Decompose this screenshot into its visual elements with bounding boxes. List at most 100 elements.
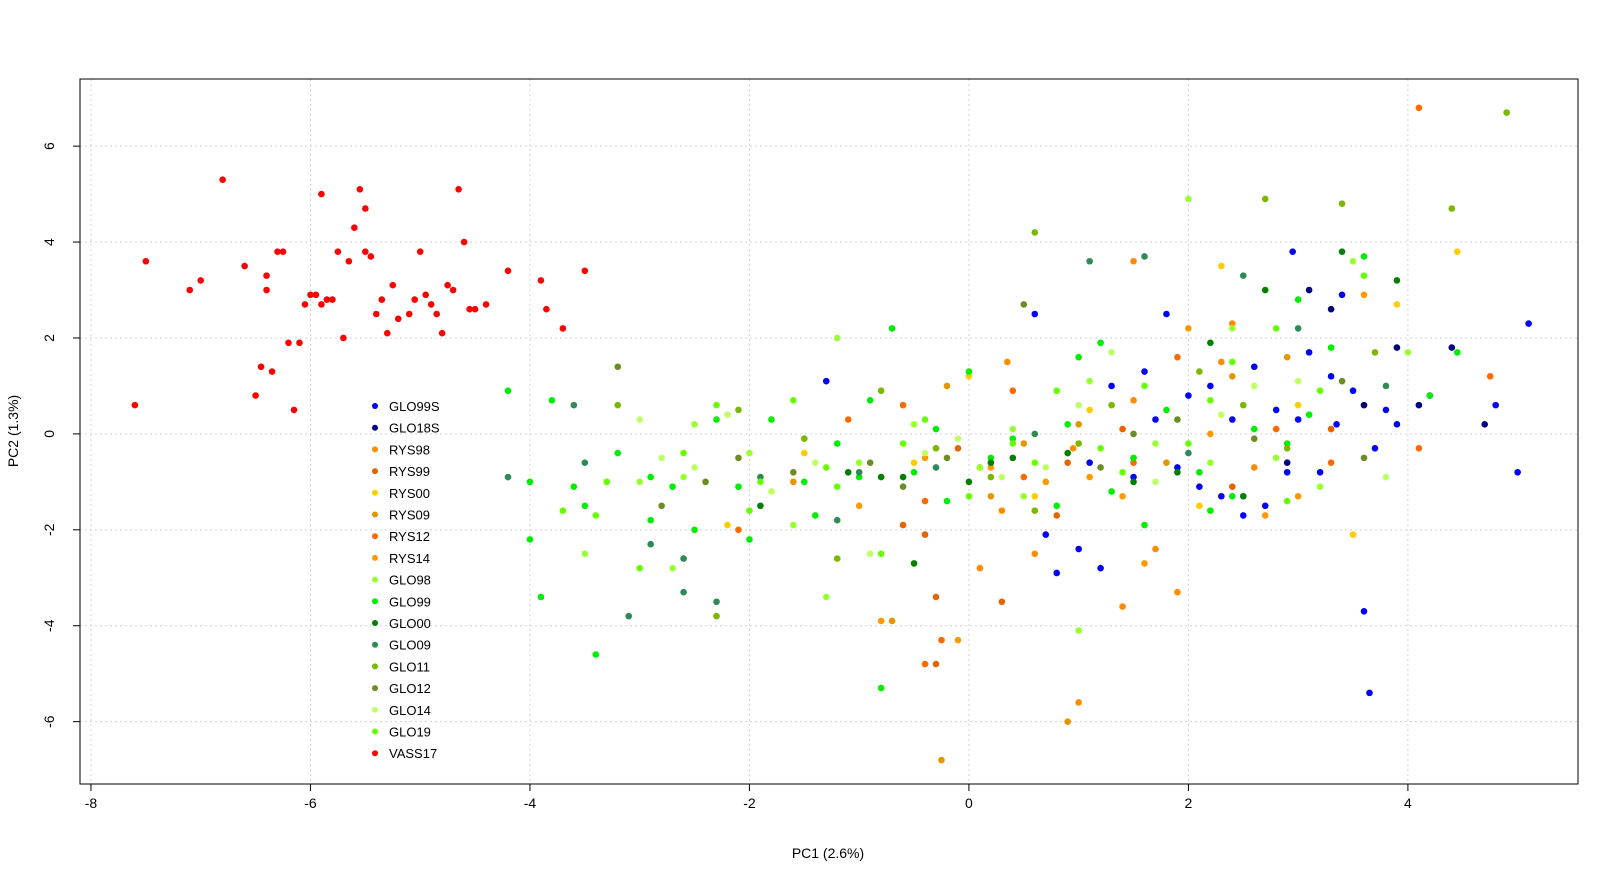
point-GLO99-20 — [1009, 435, 1017, 442]
point-RYS12-14 — [1020, 473, 1028, 481]
point-RYS00-10 — [724, 521, 731, 529]
point-GLO00-0 — [757, 502, 764, 510]
point-RYS99-2 — [998, 598, 1006, 606]
point-GLO98-18 — [1229, 325, 1236, 332]
x-tick-label-6: 4 — [1404, 795, 1412, 811]
point-GLO14-16 — [691, 464, 698, 471]
point-VASS17-24 — [351, 224, 358, 231]
point-GLO19-21 — [746, 507, 753, 514]
series-RYS12 — [735, 104, 1494, 668]
point-GLO99-29 — [1360, 253, 1368, 260]
point-RYS00-1 — [1453, 248, 1461, 255]
point-VASS17-39 — [433, 310, 440, 318]
point-RYS00-12 — [910, 459, 918, 466]
point-GLO18S-4 — [1360, 401, 1368, 409]
point-GLO00-14 — [987, 459, 995, 466]
point-GLO19-22 — [899, 440, 907, 447]
point-GLO98-4 — [1075, 627, 1082, 634]
point-GLO09-7 — [833, 516, 841, 524]
point-GLO14-11 — [636, 416, 643, 423]
point-GLO00-5 — [1130, 478, 1137, 486]
point-GLO14-6 — [1075, 401, 1082, 409]
point-GLO12-6 — [1020, 301, 1028, 308]
point-RYS14-11 — [921, 454, 929, 462]
point-GLO00-15 — [910, 560, 918, 567]
y-tick-label-6: 6 — [41, 142, 57, 150]
point-VASS17-31 — [383, 329, 391, 337]
series-GLO19 — [559, 272, 1368, 572]
point-VASS17-44 — [460, 238, 468, 246]
point-RYS12-13 — [921, 660, 929, 668]
point-GLO11-5 — [713, 612, 720, 620]
legend-label-RYS99: RYS99 — [389, 464, 430, 479]
point-GLO98-17 — [1086, 377, 1093, 385]
point-RYS98-13 — [1152, 545, 1159, 553]
point-RYS14-8 — [855, 502, 863, 510]
point-GLO19-11 — [1009, 440, 1017, 447]
point-GLO18S-1 — [1393, 344, 1401, 351]
point-GLO99S-28 — [1366, 689, 1373, 697]
point-RYS09-5 — [1163, 459, 1170, 466]
point-GLO99S-5 — [1097, 564, 1104, 572]
point-RYS00-9 — [965, 373, 973, 380]
point-GLO99S-22 — [1305, 349, 1313, 356]
point-RYS09-2 — [888, 617, 896, 625]
point-GLO99S-8 — [1141, 368, 1148, 375]
point-GLO98-14 — [581, 550, 589, 558]
point-GLO99-11 — [735, 483, 742, 490]
point-GLO12-4 — [866, 459, 874, 466]
point-VASS17-15 — [296, 339, 303, 347]
point-GLO00-7 — [1261, 286, 1269, 294]
point-GLO99S-6 — [1108, 382, 1115, 390]
y-axis-label: PC2 (1.3%) — [5, 395, 21, 467]
point-RYS00-7 — [1294, 401, 1302, 409]
point-RYS14-5 — [987, 464, 995, 471]
legend-marker-GLO00 — [372, 620, 378, 626]
point-VASS17-49 — [537, 277, 545, 284]
point-GLO11-13 — [614, 401, 622, 409]
point-GLO09-1 — [581, 459, 589, 466]
point-GLO11-3 — [1261, 195, 1269, 203]
legend-label-GLO11: GLO11 — [389, 659, 430, 674]
legend-label-GLO12: GLO12 — [389, 681, 431, 696]
point-GLO09-13 — [570, 401, 578, 409]
x-axis-label: PC1 (2.6%) — [792, 845, 864, 861]
point-VASS17-2 — [186, 286, 194, 294]
point-GLO99-7 — [647, 516, 654, 524]
point-GLO98-16 — [910, 421, 918, 428]
point-GLO99-39 — [1141, 521, 1148, 529]
point-VASS17-3 — [197, 277, 205, 284]
point-GLO09-0 — [504, 473, 512, 481]
point-GLO09-17 — [1185, 449, 1192, 457]
series-GLO12 — [614, 301, 1368, 510]
point-VASS17-11 — [274, 248, 281, 255]
point-RYS98-9 — [976, 564, 984, 572]
legend-marker-RYS12 — [372, 533, 378, 540]
point-GLO99-43 — [1108, 488, 1115, 495]
point-GLO14-1 — [724, 411, 731, 419]
point-VASS17-34 — [405, 310, 413, 318]
point-RYS14-1 — [877, 617, 885, 625]
point-GLO99-32 — [526, 536, 534, 543]
point-GLO99S-16 — [1239, 512, 1247, 519]
y-tick-label-4: 2 — [41, 334, 57, 342]
point-RYS14-10 — [1141, 560, 1148, 567]
point-VASS17-53 — [318, 301, 325, 308]
point-GLO09-12 — [1382, 382, 1390, 390]
point-GLO99S-2 — [1042, 531, 1050, 538]
y-tick-label-3: 0 — [41, 430, 57, 438]
point-GLO09-11 — [1239, 272, 1247, 279]
x-tick-label-0: -8 — [85, 795, 98, 811]
point-VASS17-12 — [279, 248, 287, 255]
point-GLO11-8 — [987, 473, 995, 481]
point-GLO99-0 — [504, 387, 512, 395]
point-RYS98-3 — [1075, 699, 1082, 706]
point-VASS17-36 — [416, 248, 424, 255]
legend-label-GLO00: GLO00 — [389, 616, 431, 631]
point-VASS17-8 — [263, 286, 270, 294]
legend-marker-RYS98 — [372, 446, 378, 453]
point-VASS17-1 — [142, 257, 150, 265]
point-GLO19-7 — [833, 483, 841, 490]
point-GLO12-1 — [658, 502, 665, 510]
point-RYS12-10 — [1009, 387, 1017, 395]
